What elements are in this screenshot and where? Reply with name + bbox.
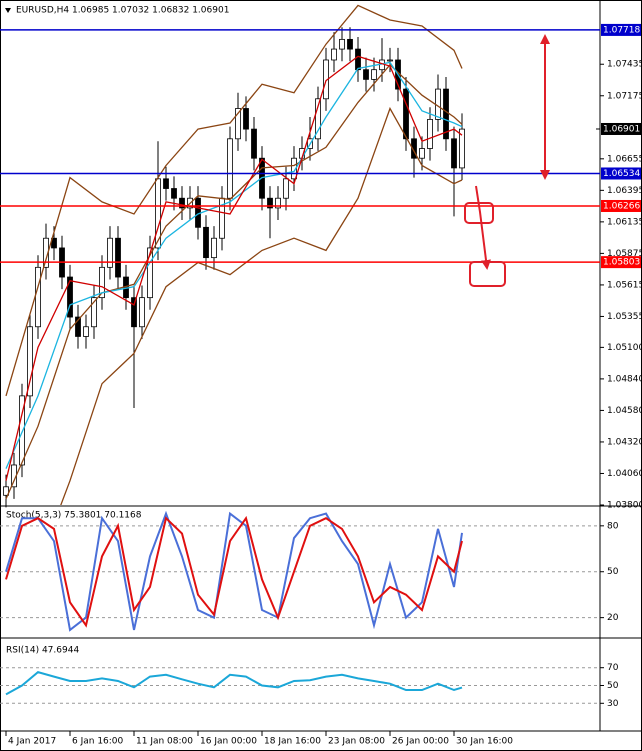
y-tick-label: 80 — [607, 521, 619, 531]
y-tick-label: 1.03800 — [607, 501, 642, 511]
y-tick-label: 1.07435 — [607, 60, 642, 70]
level-label: 1.07718 — [603, 25, 640, 35]
candle-body — [315, 98, 321, 140]
candle-body — [19, 395, 25, 466]
candle-body — [331, 48, 337, 61]
x-tick-label: 23 Jan 08:00 — [328, 737, 385, 747]
candle-body — [99, 266, 105, 299]
chart-title: EURUSD,H4 1.06985 1.07032 1.06832 1.0690… — [16, 6, 229, 16]
candle-body — [171, 188, 177, 199]
level-label: 1.06534 — [603, 169, 640, 179]
y-tick-label: 50 — [607, 567, 619, 577]
candle-body — [83, 326, 89, 337]
last-price-label: 1.06901 — [603, 124, 640, 134]
candle-body — [35, 266, 41, 328]
indicator-line — [5, 61, 463, 469]
candle-body — [51, 237, 57, 249]
y-tick-label: 70 — [607, 663, 619, 673]
y-tick-label: 30 — [607, 699, 619, 709]
y-tick-label: 1.06655 — [607, 154, 642, 164]
y-tick-label: 1.04320 — [607, 437, 642, 447]
x-tick-label: 16 Jan 00:00 — [200, 737, 257, 747]
indicator-line — [5, 4, 463, 397]
candle-body — [419, 148, 425, 159]
candle-body — [251, 128, 257, 159]
direction-arrow — [475, 185, 491, 270]
candle-body — [91, 297, 97, 328]
x-tick-label: 30 Jan 16:00 — [456, 737, 513, 747]
candle-body — [147, 247, 153, 299]
y-tick-label: 1.04060 — [607, 469, 642, 479]
y-tick-label: 1.05100 — [607, 343, 642, 353]
candle-body — [459, 128, 465, 169]
candle-body — [139, 297, 145, 328]
indicator-line — [5, 510, 463, 632]
candle-body — [227, 138, 233, 199]
candle-body — [163, 178, 169, 189]
candle-body — [451, 138, 457, 169]
annotations — [464, 34, 550, 287]
candle-body — [75, 316, 81, 337]
y-tick-label: 1.06135 — [607, 217, 642, 227]
y-tick-label: 1.05875 — [607, 249, 642, 259]
x-tick-label: 18 Jan 16:00 — [264, 737, 321, 747]
candle-body — [387, 59, 393, 62]
level-label-bg — [601, 23, 641, 36]
level-label-bg — [601, 167, 641, 180]
candle-body — [179, 197, 185, 209]
candle-body — [355, 48, 361, 71]
candle-body — [107, 237, 113, 268]
candle-body — [363, 69, 369, 80]
candle-body — [339, 38, 345, 50]
y-tick-label: 1.05615 — [607, 280, 642, 290]
candle-body — [347, 38, 353, 50]
candle-body — [131, 297, 137, 328]
rsi-title: RSI(14) 47.6944 — [6, 646, 79, 656]
level-label: 1.06266 — [603, 201, 640, 211]
y-tick-label: 1.04580 — [607, 406, 642, 416]
level-label: 1.05803 — [603, 258, 640, 268]
level-label-bg — [601, 199, 641, 212]
y-tick-label: 1.04840 — [607, 374, 642, 384]
candle-body — [283, 178, 289, 199]
x-tick-label: 11 Jan 08:00 — [136, 737, 193, 747]
candle-body — [275, 197, 281, 209]
x-tick-label: 6 Jan 16:00 — [72, 737, 124, 747]
x-tick-label: 4 Jan 2017 — [8, 737, 56, 747]
last-price-bg — [601, 122, 641, 135]
y-tick-label: 50 — [607, 681, 619, 691]
candle-body — [243, 108, 249, 130]
y-tick-label: 1.05355 — [607, 312, 642, 322]
indicator-line — [5, 515, 463, 628]
candle-body — [267, 197, 273, 209]
candle-body — [371, 69, 377, 80]
x-tick-label: 26 Jan 00:00 — [392, 737, 449, 747]
candle-body — [203, 226, 209, 259]
candle-body — [235, 108, 241, 140]
candle-body — [427, 119, 433, 149]
candle-body — [211, 237, 217, 259]
menu-arrow[interactable] — [5, 8, 11, 13]
candle-body — [27, 326, 33, 397]
candle-body — [115, 237, 121, 278]
indicator-line — [5, 670, 463, 696]
indicator-line — [5, 55, 463, 481]
indicator-line — [5, 63, 463, 500]
candle-body — [67, 276, 73, 318]
level-label-bg — [601, 256, 641, 269]
y-tick-label: 1.07175 — [607, 91, 642, 101]
candle-body — [155, 178, 161, 249]
y-tick-label: 20 — [607, 613, 619, 623]
stoch-title: Stoch(5,3,3) 75.3801 70.1168 — [6, 511, 142, 521]
y-tick-label: 1.06395 — [607, 186, 642, 196]
candle-body — [403, 88, 409, 140]
candle-body — [411, 138, 417, 159]
candle-body — [3, 486, 9, 496]
